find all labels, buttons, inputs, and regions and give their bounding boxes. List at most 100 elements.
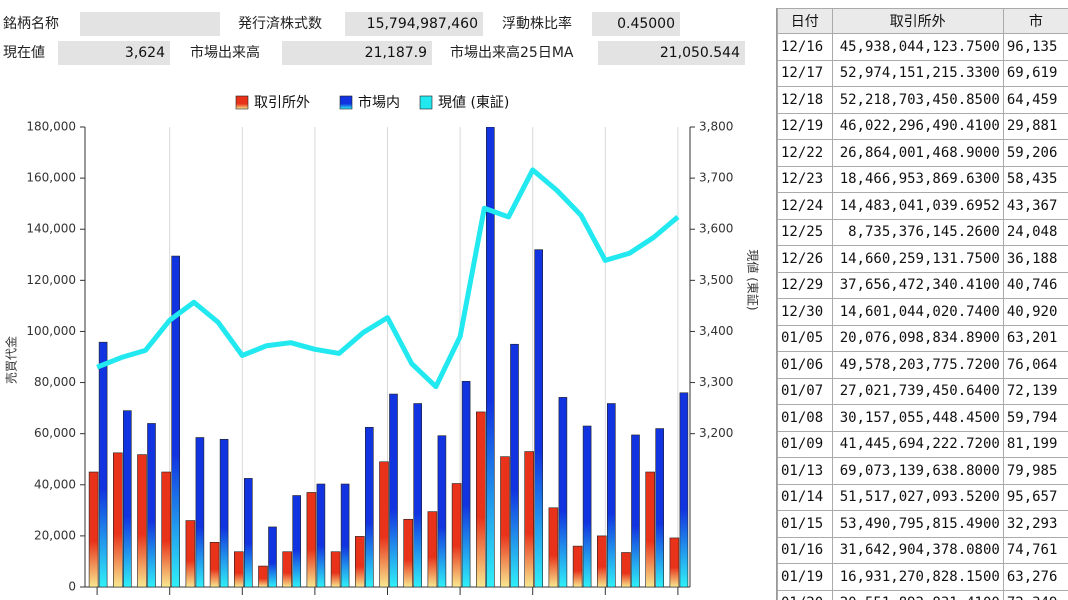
field-label: 浮動株比率 — [502, 16, 572, 32]
field-value: 21,050.544 — [598, 41, 745, 65]
table-cell: 14,601,044,020.7400 — [831, 298, 1004, 326]
data-table: 日付 取引所外市 12/16 45,938,044,123.7500 96,135 12/… — [777, 8, 1068, 600]
legend-swatch — [419, 95, 433, 110]
table-cell: 01/13 — [777, 457, 833, 485]
table-cell: 52,218,703,450.8500 — [831, 86, 1004, 114]
bar — [485, 127, 495, 587]
table-cell: 14,660,259,131.7500 — [831, 245, 1004, 273]
bar — [548, 507, 559, 587]
table-cell: 01/08 — [777, 404, 833, 432]
table-cell: 12/23 — [777, 165, 833, 193]
table-cell: 59,794 — [1002, 404, 1068, 432]
table-row: 12/17 52,974,151,215.3300 69,619 — [777, 59, 1068, 87]
plot — [88, 127, 689, 587]
table-cell: 12/22 — [777, 139, 833, 167]
table-cell: 41,445,694,222.7200 — [831, 430, 1004, 458]
bar — [340, 483, 350, 587]
bar — [268, 526, 277, 587]
y2-tick-label: 3,300 — [699, 375, 733, 389]
bar — [364, 426, 374, 587]
bar — [461, 380, 471, 587]
table-cell: 58,435 — [1002, 165, 1068, 193]
table-cell: 14,483,041,039.6952 — [831, 192, 1004, 220]
table-cell: 20,076,098,834.8900 — [831, 324, 1004, 352]
table-row: 12/29 37,656,472,340.4100 40,746 — [777, 271, 1068, 299]
y-tick-label: 140,000 — [26, 222, 76, 236]
table-cell: 20,551,892,831.4100 — [831, 589, 1004, 600]
column-header: 市 — [1002, 8, 1068, 34]
y-tick-label: 40,000 — [34, 477, 76, 491]
table-cell: 01/14 — [777, 483, 833, 511]
table-cell: 12/30 — [777, 298, 833, 326]
table-cell: 8,735,376,145.2600 — [831, 218, 1004, 246]
table-cell: 12/18 — [777, 86, 833, 114]
table-row: 12/23 18,466,953,869.6300 58,435 — [777, 165, 1068, 193]
field-label: 銘柄名称 — [3, 16, 59, 32]
bar — [524, 451, 535, 587]
field-label: 市場出来高 — [190, 45, 260, 61]
table-cell: 29,881 — [1002, 112, 1068, 140]
field-label: 発行済株式数 — [238, 16, 322, 32]
legend-swatch — [235, 95, 249, 110]
legend-label: 取引所外 — [254, 95, 310, 111]
bar — [679, 392, 689, 587]
table-cell: 49,578,203,775.7200 — [831, 351, 1004, 379]
table-cell: 52,974,151,215.3300 — [831, 59, 1004, 87]
table-row: 01/09 41,445,694,222.7200 81,199 — [777, 430, 1068, 458]
bar — [379, 461, 389, 587]
table-cell: 31,642,904,378.0800 — [831, 536, 1004, 564]
table-cell: 30,157,055,448.4500 — [831, 404, 1004, 432]
bar — [147, 423, 156, 587]
table-cell: 69,619 — [1002, 59, 1068, 87]
table-cell: 32,293 — [1002, 510, 1068, 538]
table-cell: 43,367 — [1002, 192, 1068, 220]
table-cell: 79,985 — [1002, 457, 1068, 485]
table-cell: 01/20 — [777, 589, 833, 600]
table-cell: 24,048 — [1002, 218, 1068, 246]
table-cell: 12/24 — [777, 192, 833, 220]
y2-tick-label: 3,400 — [699, 324, 733, 338]
bar — [500, 456, 510, 587]
table-cell: 01/19 — [777, 563, 833, 591]
bar — [606, 403, 616, 587]
bar — [209, 541, 220, 587]
table-cell: 12/25 — [777, 218, 833, 246]
field-label: 市場出来高25日MA — [450, 45, 574, 61]
table-cell: 37,656,472,340.4100 — [831, 271, 1004, 299]
table-cell: 16,931,270,828.1500 — [831, 563, 1004, 591]
table-row: 01/2020,551,892,831.410072,349 — [777, 589, 1068, 600]
bar — [330, 551, 341, 587]
bar — [195, 437, 205, 587]
table-row: 01/16 31,642,904,378.0800 74,761 — [777, 536, 1068, 564]
field-value: 0.45000 — [592, 12, 680, 36]
table-cell: 18,466,953,869.6300 — [831, 165, 1004, 193]
table-cell: 12/16 — [777, 33, 833, 61]
table-row: 01/19 16,931,270,828.1500 63,276 — [777, 563, 1068, 591]
table-row: 01/07 27,021,739,450.6400 72,139 — [777, 377, 1068, 405]
table-row: 01/06 49,578,203,775.7200 76,064 — [777, 351, 1068, 379]
bar — [655, 428, 665, 587]
bar — [316, 483, 326, 587]
bar — [161, 471, 171, 587]
price-line — [96, 167, 680, 390]
table-cell: 01/07 — [777, 377, 833, 405]
bar — [475, 411, 486, 587]
bar — [354, 536, 365, 587]
table-row: 12/26 14,660,259,131.7500 36,188 — [777, 245, 1068, 273]
table-cell: 74,761 — [1002, 536, 1068, 564]
table-cell: 81,199 — [1002, 430, 1068, 458]
table-cell: 12/19 — [777, 112, 833, 140]
table-cell: 96,135 — [1002, 33, 1068, 61]
bar — [621, 552, 631, 587]
table-cell: 01/15 — [777, 510, 833, 538]
table-cell: 95,657 — [1002, 483, 1068, 511]
y-tick-label: 20,000 — [34, 528, 76, 542]
bar — [572, 545, 583, 587]
table-row: 01/15 53,490,795,815.4900 32,293 — [777, 510, 1068, 538]
bar — [669, 537, 680, 587]
table-cell: 76,064 — [1002, 351, 1068, 379]
bar — [282, 551, 293, 587]
y-tick-label: 120,000 — [26, 273, 76, 287]
table-cell: 46,022,296,490.4100 — [831, 112, 1004, 140]
